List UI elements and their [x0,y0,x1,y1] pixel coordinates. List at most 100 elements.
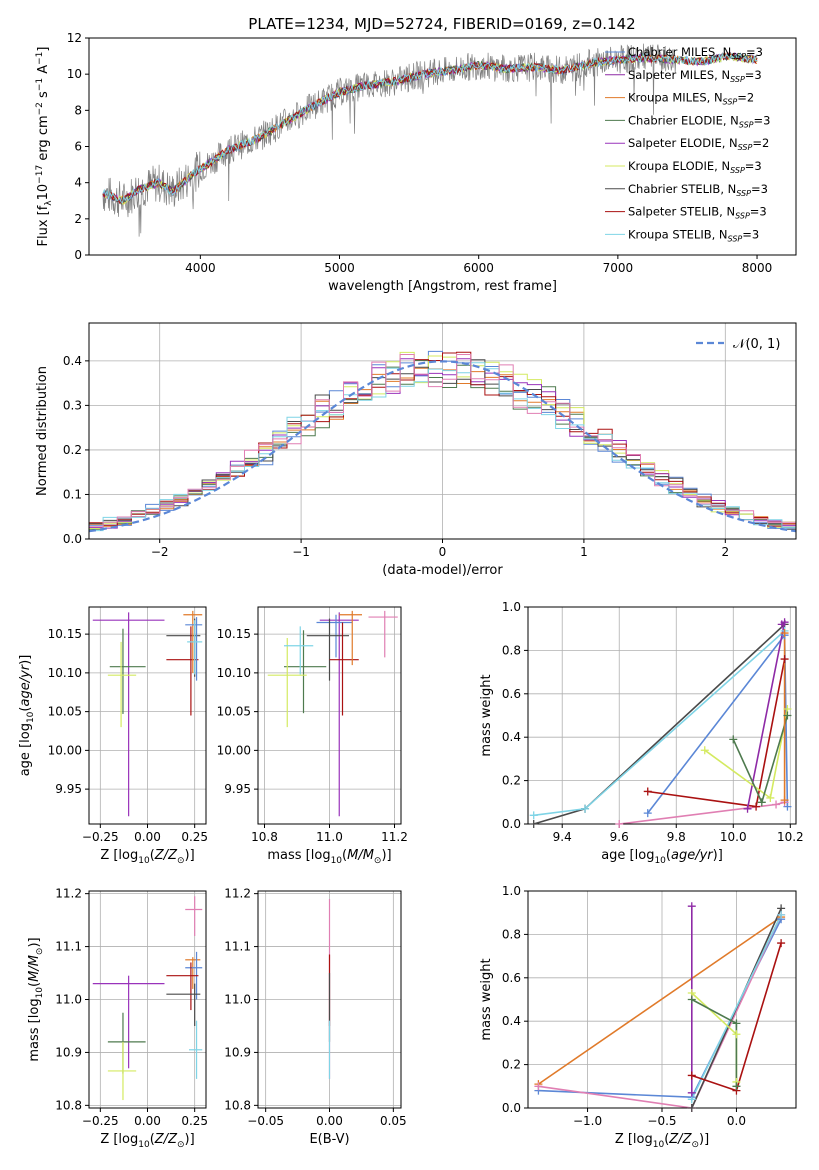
plus-marker [729,735,738,744]
age_vs_mass-plot [267,610,398,817]
plus-marker [700,746,709,755]
x-tick-label: 9.8 [667,830,686,844]
y-tick-label: 10.9 [224,1045,251,1059]
y-tick-label: 0.2 [502,1058,521,1072]
error-bar-point [187,620,203,675]
plus-marker [643,787,652,796]
error-bar-point [166,962,199,1011]
y-tick-label: 10.15 [48,627,82,641]
spectrum-legend: Chabrier MILES, NSSP=3 Salpeter MILES, NS… [605,45,770,243]
spectrum-axes: 4000 5000 6000 7000 8000 0 2 4 6 8 10 12 wavelength … [35,31,797,294]
y-tick-label: 0.4 [502,730,521,744]
error-bar-point [185,957,201,989]
weight-line [537,916,782,1085]
y-tick-label: 11.0 [55,993,82,1007]
y-tick-label: 0.6 [502,971,521,985]
residual-histogram [89,354,796,528]
mass_vs_EBV-axes: −0.05 0.00 0.05 10.8 10.9 11.0 11.1 11.2 E(B-V) [224,887,406,1147]
x-tick-label: −0.25 [82,1114,119,1128]
mass_vs_EBV-xlabel: E(B-V) [309,1132,349,1147]
plus-marker [529,820,538,828]
y-tick-label: 0.2 [63,443,82,457]
age_vs_Z-plot [92,610,203,817]
y-tick-label: 10.05 [48,705,82,719]
y-tick-label: 0.0 [63,532,82,546]
weight_vs_age-axes: 9.4 9.6 9.8 10.0 10.2 0.0 0.2 0.4 0.6 0.8 1.0 age [… [479,600,804,866]
plus-marker [687,1071,696,1080]
error-bar-point [92,612,165,817]
error-bar-point [185,617,203,681]
legend-label: 𝒩(0, 1) [733,337,780,352]
weight_vs_age-ylabel: mass weight [479,674,494,756]
plus-marker [752,802,761,811]
weight-line [538,918,782,1099]
x-tick-label: 11.2 [381,830,408,844]
x-tick-label: 4000 [185,261,216,275]
weight-line [732,715,789,805]
x-tick-label: −0.5 [647,1114,676,1128]
mass_vs_Z-ylabel: mass [log10(M/M⊙)] [27,937,45,1061]
plus-marker [780,796,789,805]
age_vs_Z-axes: −0.25 0.00 0.25 9.95 10.00 10.05 10.10 10.15 Z [… [18,606,208,866]
weight_vs_Z-plot [537,906,782,1108]
x-tick-label: 0.0 [727,1114,746,1128]
y-tick-label: 0.8 [502,643,521,657]
error-bar-point [107,1041,137,1101]
y-tick-label: 11.2 [55,887,82,901]
age_vs_mass-axes: 10.8 11.0 11.2 9.95 10.00 10.05 10.10 10.15 mass… [217,606,408,866]
legend-label: Kroupa STELIB, NSSP=3 [628,227,759,243]
plus-marker [615,820,624,828]
mass_vs_Z-xlabel: Z [log10(Z/Z⊙)] [100,1132,194,1150]
y-tick-label: 12 [67,31,82,45]
plus-marker [687,1088,696,1097]
legend-label: Salpeter MILES, NSSP=3 [628,68,762,84]
x-tick-label: 0.05 [380,1114,407,1128]
x-tick-label: 0.00 [316,1114,343,1128]
y-tick-label: 10.8 [55,1098,82,1112]
plus-marker [581,804,590,813]
plus-marker [777,620,786,629]
x-tick-label: 0 [439,545,447,559]
panels: 4000 5000 6000 7000 8000024681012wavelength … [18,31,804,1150]
error-bar-point [107,1012,146,1074]
y-tick-label: 0.0 [502,817,521,831]
x-tick-label: 7000 [603,261,634,275]
error-bar-point [284,626,314,675]
weight-line [691,914,782,1100]
residuals-ylabel: Normed distribution [35,366,50,496]
x-tick-label: 1 [580,545,588,559]
plus-marker [757,798,766,807]
legend-label: Kroupa ELODIE, NSSP=3 [628,159,762,175]
y-tick-label: 1.0 [502,600,521,614]
y-tick-label: 11.0 [224,993,251,1007]
legend-label: Chabrier ELODIE, NSSP=3 [628,113,770,129]
y-tick-label: 1.0 [502,884,521,898]
plus-marker [643,809,652,818]
y-tick-label: 0.4 [502,1014,521,1028]
x-tick-label: 0.25 [181,830,208,844]
model-line [102,52,758,204]
plus-marker [772,800,781,809]
y-tick-label: 10.00 [48,743,82,757]
weight-line [533,623,786,824]
residual-histogram [89,358,796,529]
error-bar-point [319,612,359,817]
plus-marker [687,995,696,1004]
x-tick-label: 6000 [463,261,494,275]
age_vs_mass-xlabel: mass [log10(M/M⊙)] [267,848,391,866]
x-tick-label: 0.00 [134,1114,161,1128]
y-tick-label: 11.1 [224,940,251,954]
spectrum-xlabel: wavelength [Angstrom, rest frame] [328,279,557,294]
plus-marker [732,1030,741,1039]
plus-marker [534,1082,543,1091]
plus-marker [687,1104,696,1112]
x-tick-label: −2 [151,545,169,559]
error-bar-point [166,626,199,716]
y-tick-label: 0.1 [63,487,82,501]
x-tick-label: −1.0 [573,1114,602,1128]
normal-curve [89,360,796,533]
y-tick-label: 10.8 [224,1098,251,1112]
y-tick-label: 0.3 [63,398,82,412]
weight_vs_Z-ylabel: mass weight [479,958,494,1040]
plus-marker [783,711,792,720]
